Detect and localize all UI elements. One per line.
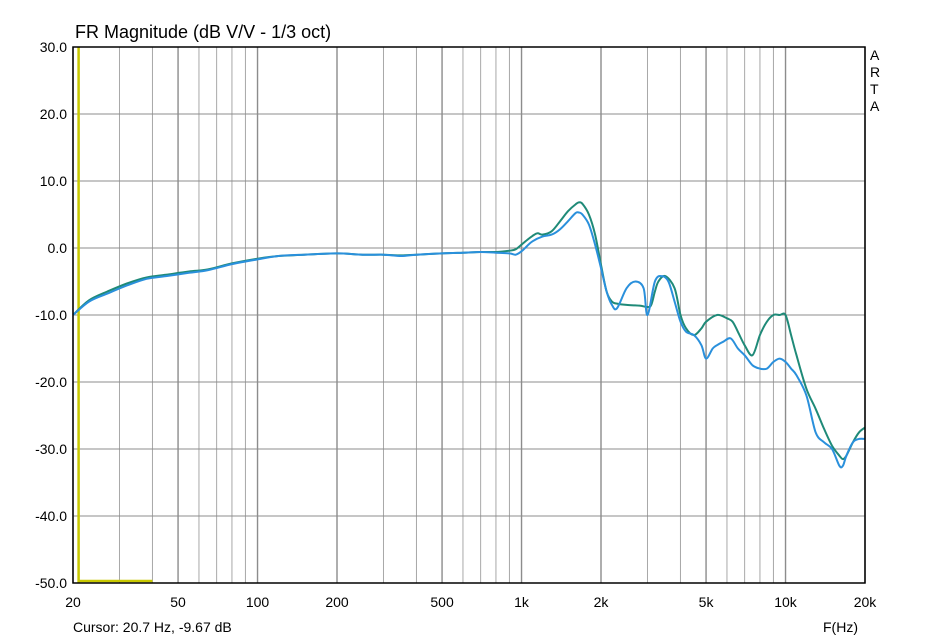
x-tick-label: 20k: [854, 594, 878, 610]
y-tick-label: -20.0: [35, 374, 67, 390]
plot-frame: [72, 46, 866, 584]
y-tick-label: -10.0: [35, 307, 67, 323]
arta-watermark: A R T A: [870, 47, 880, 114]
y-tick-label: 20.0: [40, 106, 67, 122]
cursor-marker: [77, 47, 153, 583]
cursor-readout[interactable]: Cursor: 20.7 Hz, -9.67 dB: [73, 619, 232, 635]
x-tick-label: 50: [170, 594, 186, 610]
x-tick-label: 2k: [594, 594, 610, 610]
watermark-letter: A: [870, 47, 880, 63]
watermark-letter: T: [870, 81, 879, 97]
x-tick-label: 500: [430, 594, 454, 610]
tick-labels: 30.0 20.0 10.0 0.0 -10.0 -20.0 -30.0 -40.0 -50.0…: [35, 39, 877, 610]
y-tick-label: -40.0: [35, 508, 67, 524]
y-tick-label: 30.0: [40, 39, 67, 55]
y-tick-label: -30.0: [35, 441, 67, 457]
chart-title: FR Magnitude (dB V/V - 1/3 oct): [75, 22, 331, 42]
y-tick-label: 0.0: [48, 240, 68, 256]
series-line-2: [72, 211, 866, 469]
x-tick-label: 1k: [514, 594, 530, 610]
y-tick-label: -50.0: [35, 575, 67, 591]
x-axis-label: F(Hz): [823, 619, 858, 635]
y-tick-label: 10.0: [40, 173, 67, 189]
x-tick-label: 5k: [699, 594, 715, 610]
watermark-letter: A: [870, 98, 880, 114]
x-tick-label: 10k: [774, 594, 798, 610]
x-tick-label: 200: [325, 594, 349, 610]
x-tick-label: 100: [246, 594, 270, 610]
watermark-letter: R: [870, 64, 880, 80]
x-tick-label: 20: [65, 594, 81, 610]
series-lines: [72, 201, 866, 469]
